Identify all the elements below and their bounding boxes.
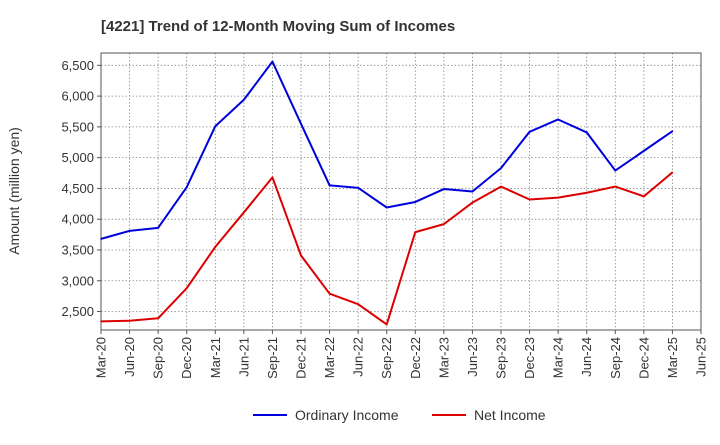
x-tick-label: Jun-24 xyxy=(579,337,594,377)
data-point-ordinary-income xyxy=(243,98,245,101)
data-point-ordinary-income xyxy=(471,190,474,193)
x-tick-label: Mar-24 xyxy=(551,337,566,378)
data-point-ordinary-income xyxy=(585,131,588,134)
series-layer xyxy=(100,60,674,326)
y-tick-label: 5,000 xyxy=(61,150,94,165)
data-point-ordinary-income xyxy=(357,187,359,189)
x-tick-label: Mar-21 xyxy=(208,337,223,378)
data-point-net-income xyxy=(643,195,645,198)
data-point-ordinary-income xyxy=(328,184,331,187)
y-tick-label: 2,500 xyxy=(61,304,94,319)
data-point-net-income xyxy=(671,171,674,174)
data-point-net-income xyxy=(100,320,102,323)
x-tick-label: Jun-21 xyxy=(236,337,251,377)
x-axis: Mar-20 Jun-20 Sep-20 Dec-20 Mar-21 Jun-21 Sep-… xyxy=(94,330,709,379)
x-tick-label: Jun-23 xyxy=(465,337,480,377)
y-axis: 2,500 3,000 3,500 4,000 4,500 5,000 5,500 6,000… xyxy=(61,58,101,319)
x-tick-label: Mar-20 xyxy=(94,337,109,378)
x-tick-label: Dec-22 xyxy=(408,337,423,379)
x-tick-label: Sep-21 xyxy=(265,337,280,379)
grid-lines xyxy=(101,53,701,330)
x-tick-label: Mar-22 xyxy=(322,337,337,378)
legend: Ordinary Income Net Income xyxy=(253,407,546,423)
y-tick-label: 4,000 xyxy=(61,212,94,227)
data-point-net-income xyxy=(557,196,559,199)
data-point-ordinary-income xyxy=(557,118,559,121)
y-tick-label: 5,500 xyxy=(61,119,94,134)
legend-label-net-income: Net Income xyxy=(474,407,546,423)
data-point-net-income xyxy=(300,254,302,257)
data-point-ordinary-income xyxy=(500,167,502,169)
data-point-net-income xyxy=(128,319,131,322)
data-point-net-income xyxy=(585,191,588,194)
data-point-net-income xyxy=(243,211,245,214)
y-tick-label: 4,500 xyxy=(61,181,94,196)
x-tick-label: Mar-23 xyxy=(436,337,451,378)
x-tick-label: Sep-23 xyxy=(494,337,509,379)
y-tick-label: 6,000 xyxy=(61,89,94,104)
y-tick-label: 3,000 xyxy=(61,273,94,288)
x-tick-label: Dec-24 xyxy=(636,337,651,379)
x-tick-label: Sep-24 xyxy=(608,337,623,379)
y-axis-label: Amount (million yen) xyxy=(6,127,22,255)
x-tick-label: Sep-22 xyxy=(379,337,394,379)
x-tick-label: Jun-25 xyxy=(694,337,709,377)
data-point-ordinary-income xyxy=(185,186,188,188)
data-point-net-income xyxy=(385,323,388,326)
data-point-ordinary-income xyxy=(614,169,617,172)
data-point-net-income xyxy=(443,223,445,225)
y-tick-label: 6,500 xyxy=(61,58,94,73)
x-tick-label: Mar-25 xyxy=(665,337,680,378)
data-point-ordinary-income xyxy=(443,188,445,190)
data-point-ordinary-income xyxy=(385,206,388,209)
data-point-ordinary-income xyxy=(271,60,274,63)
chart-title: [4221] Trend of 12-Month Moving Sum of I… xyxy=(101,18,455,35)
data-point-ordinary-income xyxy=(528,130,531,133)
data-point-ordinary-income xyxy=(100,238,102,240)
x-tick-label: Jun-22 xyxy=(351,337,366,377)
plot-area xyxy=(100,52,702,331)
data-point-net-income xyxy=(471,201,474,204)
data-point-net-income xyxy=(214,246,217,248)
data-point-ordinary-income xyxy=(643,150,645,152)
data-point-net-income xyxy=(328,292,331,295)
x-tick-label: Dec-20 xyxy=(179,337,194,379)
data-point-net-income xyxy=(614,185,617,188)
x-tick-label: Jun-20 xyxy=(122,337,137,377)
data-point-ordinary-income xyxy=(300,122,302,125)
data-point-ordinary-income xyxy=(671,130,674,132)
data-point-net-income xyxy=(414,231,417,233)
data-point-ordinary-income xyxy=(414,201,417,203)
y-tick-label: 3,500 xyxy=(61,242,94,257)
data-point-net-income xyxy=(500,185,502,188)
x-tick-label: Sep-20 xyxy=(151,337,166,379)
data-point-net-income xyxy=(271,176,274,179)
data-point-ordinary-income xyxy=(128,230,131,232)
data-point-net-income xyxy=(185,287,188,289)
x-tick-label: Dec-23 xyxy=(522,337,537,379)
legend-label-ordinary-income: Ordinary Income xyxy=(295,407,399,423)
data-point-ordinary-income xyxy=(157,227,159,229)
data-point-net-income xyxy=(357,303,359,305)
data-point-net-income xyxy=(528,198,531,201)
x-tick-label: Dec-21 xyxy=(294,337,309,379)
data-point-ordinary-income xyxy=(214,125,217,128)
data-point-net-income xyxy=(157,317,159,320)
